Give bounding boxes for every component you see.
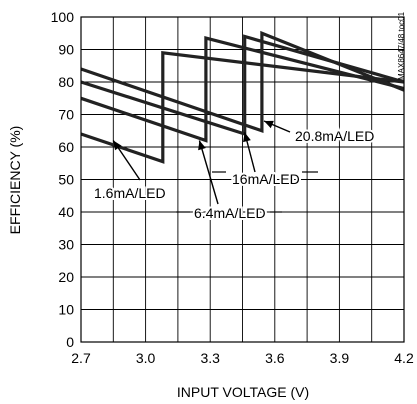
x-tick-label: 3.3 <box>200 350 220 366</box>
x-tick-label: 2.7 <box>71 350 91 366</box>
x-tick-label: 3.6 <box>265 350 285 366</box>
x-tick-label: 3.0 <box>136 350 156 366</box>
annotation-arrowhead <box>264 120 274 129</box>
y-tick-label: 50 <box>58 172 74 188</box>
annotation-label-20-8ma-led: 20.8mA/LED <box>295 128 374 144</box>
tick-labels: 0 10 20 30 40 50 60 70 80 90 100 2.7 3.0 3.3 3.6 3.9 4.2 <box>51 9 414 366</box>
series-lines <box>80 30 405 164</box>
annotation-label-16ma-led: 16mA/LED <box>232 171 300 187</box>
annotation-arrow <box>198 140 219 205</box>
y-tick-label: 40 <box>58 204 74 220</box>
y-tick-label: 0 <box>66 334 74 350</box>
series-line-6-4ma-led <box>80 36 405 143</box>
series-line-20-8ma-led <box>80 30 405 134</box>
y-tick-label: 30 <box>58 237 74 253</box>
y-tick-label: 100 <box>51 9 75 25</box>
annotation-arrowhead <box>198 140 206 151</box>
y-tick-label: 70 <box>58 107 74 123</box>
y-axis-label: EFFICIENCY (%) <box>7 126 23 235</box>
annotation-arrowhead <box>243 132 251 143</box>
x-tick-label: 4.2 <box>394 350 414 366</box>
y-tick-label: 20 <box>58 269 74 285</box>
annotation-label-6-4ma-led: 6.4mA/LED <box>194 205 266 221</box>
y-tick-label: 80 <box>58 74 74 90</box>
annotations: 1.6mA/LED 6.4mA/LED 16mA/LED 20.8mA/LED <box>92 120 376 223</box>
annotation-arrowhead <box>113 140 122 151</box>
annotation-label-1-6ma-led: 1.6mA/LED <box>94 185 166 201</box>
y-tick-label: 90 <box>58 42 74 58</box>
x-axis-label: INPUT VOLTAGE (V) <box>177 384 309 400</box>
y-tick-label: 10 <box>58 302 74 318</box>
watermark: MAX8647/48 toc01 <box>397 11 406 80</box>
plot-frame <box>80 16 405 343</box>
y-tick-label: 60 <box>58 139 74 155</box>
x-tick-label: 3.9 <box>330 350 350 366</box>
